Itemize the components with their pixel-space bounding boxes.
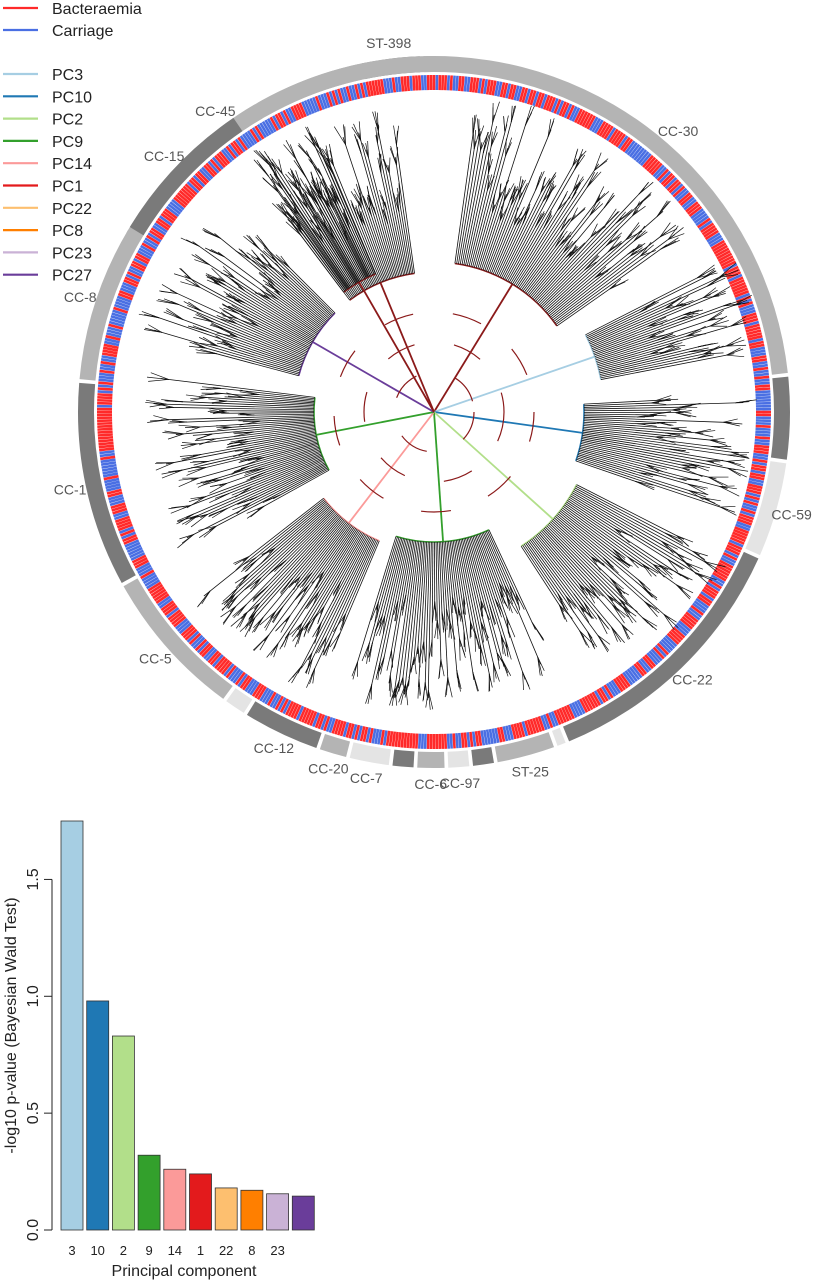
clade-label-cc-59: CC-59 [771, 507, 812, 523]
x-tick-label: 8 [248, 1243, 255, 1258]
y-axis-label: -log10 p-value (Bayesian Wald Test) [3, 897, 20, 1153]
legend-label-pc2: PC2 [52, 112, 83, 129]
tree-clade [434, 102, 684, 412]
clade-segment-6 [552, 728, 566, 746]
legend-label-bacteraemia: Bacteraemia [52, 1, 142, 18]
clade-label-cc-22: CC-22 [672, 672, 713, 688]
clade-segment-cc-20 [320, 734, 350, 757]
phylogenetic-tree [139, 102, 757, 710]
x-tick-label: 10 [90, 1243, 104, 1258]
clade-label-cc-8: CC-8 [64, 289, 97, 305]
x-tick-label: 1 [197, 1243, 204, 1258]
legend-label-pc9: PC9 [52, 134, 83, 151]
clade-label-cc-6: CC-6 [414, 776, 447, 792]
bar-chart: 0.0 0.5 1.0 1.5 -log10 p-value (Bayesian Wal… [3, 821, 314, 1280]
bar-pc-9 [138, 1155, 160, 1230]
bar-pc-3 [61, 821, 83, 1230]
x-tick-label: 23 [270, 1243, 284, 1258]
clade-segment-cc-5 [124, 578, 233, 699]
clade-segment-cc-6 [417, 752, 444, 768]
bar-pc-8 [241, 1190, 263, 1230]
y-tick-label: 1.5 [25, 868, 42, 890]
x-tick-label: 3 [68, 1243, 75, 1258]
clade-label-cc-12: CC-12 [254, 740, 295, 756]
x-tick-label: 22 [219, 1243, 233, 1258]
clade-label-st-398: ST-398 [366, 35, 411, 51]
clade-label-cc-45: CC-45 [195, 103, 236, 119]
legend-label-pc1: PC1 [52, 179, 83, 196]
clade-label-st-25: ST-25 [512, 763, 550, 779]
tree-clade [145, 373, 434, 548]
x-tick-label: 9 [145, 1243, 152, 1258]
y-tick-label: 0.5 [25, 1102, 42, 1124]
legend-label-pc22: PC22 [52, 201, 92, 218]
clade-segment-cc-97 [448, 750, 470, 767]
bar-pc-22 [215, 1188, 237, 1230]
clade-segment-3 [771, 377, 790, 460]
x-tick-label: 2 [120, 1243, 127, 1258]
legend-label-carriage: Carriage [52, 23, 113, 40]
legend-label-pc23: PC23 [52, 245, 92, 262]
x-axis-label: Principal component [112, 1263, 258, 1280]
bar-pc-14 [164, 1169, 186, 1230]
bar-pc-10 [87, 1001, 109, 1230]
clade-label-cc-7: CC-7 [350, 770, 383, 786]
x-tick-label: 14 [168, 1243, 182, 1258]
clade-label-cc-20: CC-20 [308, 761, 349, 777]
tree-clade [352, 412, 544, 710]
legend-label-pc10: PC10 [52, 89, 92, 106]
bar-pc-1 [190, 1174, 212, 1230]
y-tick-label: 0.0 [25, 1219, 42, 1241]
clade-segment-cc-7 [350, 742, 391, 765]
tree-clade [434, 263, 752, 412]
y-tick-label: 1.0 [25, 985, 42, 1007]
legend-label-pc27: PC27 [52, 268, 92, 285]
clade-label-cc-1: CC-1 [54, 481, 87, 497]
bar-pc-23 [267, 1194, 289, 1230]
clade-label-cc-5: CC-5 [139, 650, 172, 666]
tree-clade [197, 412, 434, 688]
clade-segment-8 [471, 747, 494, 766]
legend-label-pc8: PC8 [52, 223, 83, 240]
legend-label-pc3: PC3 [52, 67, 83, 84]
legend-label-pc14: PC14 [52, 156, 92, 173]
clade-segment-cc-15 [130, 118, 243, 235]
bar-pc-2 [112, 1036, 134, 1230]
clade-label-cc-15: CC-15 [144, 148, 185, 164]
legend: Bacteraemia Carriage PC3 PC10 PC2 PC9 PC14 PC1 P… [3, 1, 142, 285]
bar-pc-27 [292, 1196, 314, 1230]
clade-label-cc-30: CC-30 [658, 123, 699, 139]
clade-segment-11 [392, 750, 414, 768]
